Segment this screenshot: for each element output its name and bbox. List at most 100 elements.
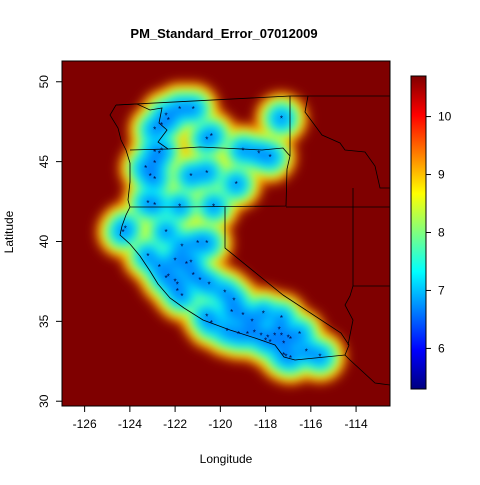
station-marker: * (246, 330, 249, 339)
halo (182, 168, 199, 184)
station-marker: * (196, 239, 199, 248)
x-axis: -126 -124 -122 -120 -118 -116 -114 (73, 405, 368, 431)
station-marker: * (253, 329, 256, 338)
colorbar-tick-label: 7 (438, 283, 445, 297)
station-marker: * (122, 228, 125, 237)
halo (153, 142, 170, 159)
halo (198, 164, 215, 181)
station-marker: * (158, 263, 161, 272)
y-axis-label: Latitude (2, 210, 16, 253)
station-marker: * (207, 281, 210, 290)
station-marker: * (259, 332, 262, 341)
station-marker: * (226, 327, 229, 336)
station-marker: * (176, 287, 179, 296)
station-marker: * (124, 225, 127, 234)
montana-border (304, 95, 390, 189)
station-marker: * (176, 281, 179, 290)
station-marker: * (153, 159, 156, 168)
west-coast-outline (115, 103, 390, 386)
halo-blue-layer (115, 100, 328, 367)
station-marker: * (167, 116, 170, 125)
station-marker: * (284, 352, 287, 361)
station-marker: * (174, 277, 177, 286)
x-tick-label: -126 (73, 417, 97, 431)
station-marker: * (146, 252, 149, 261)
y-tick-label: 50 (37, 75, 51, 89)
colorbar-tick-label: 6 (438, 341, 445, 355)
station-marker: * (241, 311, 244, 320)
station-marker: * (250, 317, 253, 326)
halo (139, 247, 156, 264)
y-tick-label: 35 (37, 314, 51, 328)
nevada-california-border (224, 207, 350, 356)
x-tick-label: -118 (254, 417, 277, 431)
x-tick-label: -120 (208, 417, 232, 431)
halo (171, 100, 188, 117)
station-marker: * (164, 228, 167, 237)
halo (234, 142, 251, 159)
halo (198, 235, 215, 252)
station-marker: * (278, 325, 281, 334)
station-marker: * (287, 333, 290, 342)
station-marker: * (266, 333, 269, 342)
station-marker: * (189, 172, 192, 181)
x-tick-label: -114 (344, 417, 367, 431)
station-marker: * (223, 289, 226, 298)
x-tick-label: -122 (163, 417, 187, 431)
halo (262, 148, 279, 165)
station-marker: * (205, 239, 208, 248)
station-marker: * (153, 126, 156, 135)
station-marker: * (269, 338, 272, 347)
station-marker: * (144, 164, 147, 173)
station-marker: * (174, 257, 177, 266)
station-marker: * (280, 314, 283, 323)
station-marker: * (305, 348, 308, 357)
halo (158, 223, 175, 240)
halo (223, 303, 240, 320)
station-marker: * (318, 352, 321, 361)
station-marker: * (205, 313, 208, 322)
halo (182, 254, 199, 271)
halo (185, 100, 202, 117)
station-marker: * (149, 172, 152, 181)
halo (146, 121, 163, 138)
station-marker: * (178, 105, 181, 114)
oregon-border (129, 148, 169, 151)
halo (311, 348, 328, 365)
y-tick-label: 40 (37, 234, 51, 248)
colorbar-tick-label: 8 (438, 226, 445, 240)
station-marker: * (185, 260, 188, 269)
station-marker: * (180, 292, 183, 301)
station-marker: * (189, 258, 192, 267)
station-marker: * (273, 332, 276, 341)
halo (255, 305, 272, 322)
halo (228, 175, 245, 192)
chart-title: PM_Standard_Error_07012009 (130, 26, 317, 41)
station-marker: * (235, 180, 238, 189)
station-marker: * (280, 332, 283, 341)
station-marker: * (158, 150, 161, 159)
y-tick-label: 45 (37, 155, 51, 169)
station-marker: * (289, 354, 292, 363)
station-marker: * (298, 330, 301, 339)
halo (201, 276, 218, 293)
halo (198, 131, 215, 148)
halo (146, 196, 163, 213)
halo (173, 238, 190, 255)
station-marker: * (230, 308, 233, 317)
station-marker: * (232, 297, 235, 306)
state-boundaries (109, 95, 390, 386)
station-marker: * (257, 150, 260, 159)
halo (262, 334, 279, 351)
station-marker: * (262, 309, 265, 318)
station-marker: * (269, 153, 272, 162)
station-marker: * (192, 271, 195, 280)
station-marker: * (192, 105, 195, 114)
station-marker: * (198, 276, 201, 285)
halo (151, 259, 168, 276)
station-marker: * (282, 340, 285, 349)
station-marker: * (160, 146, 163, 155)
station-marker: * (164, 111, 167, 120)
